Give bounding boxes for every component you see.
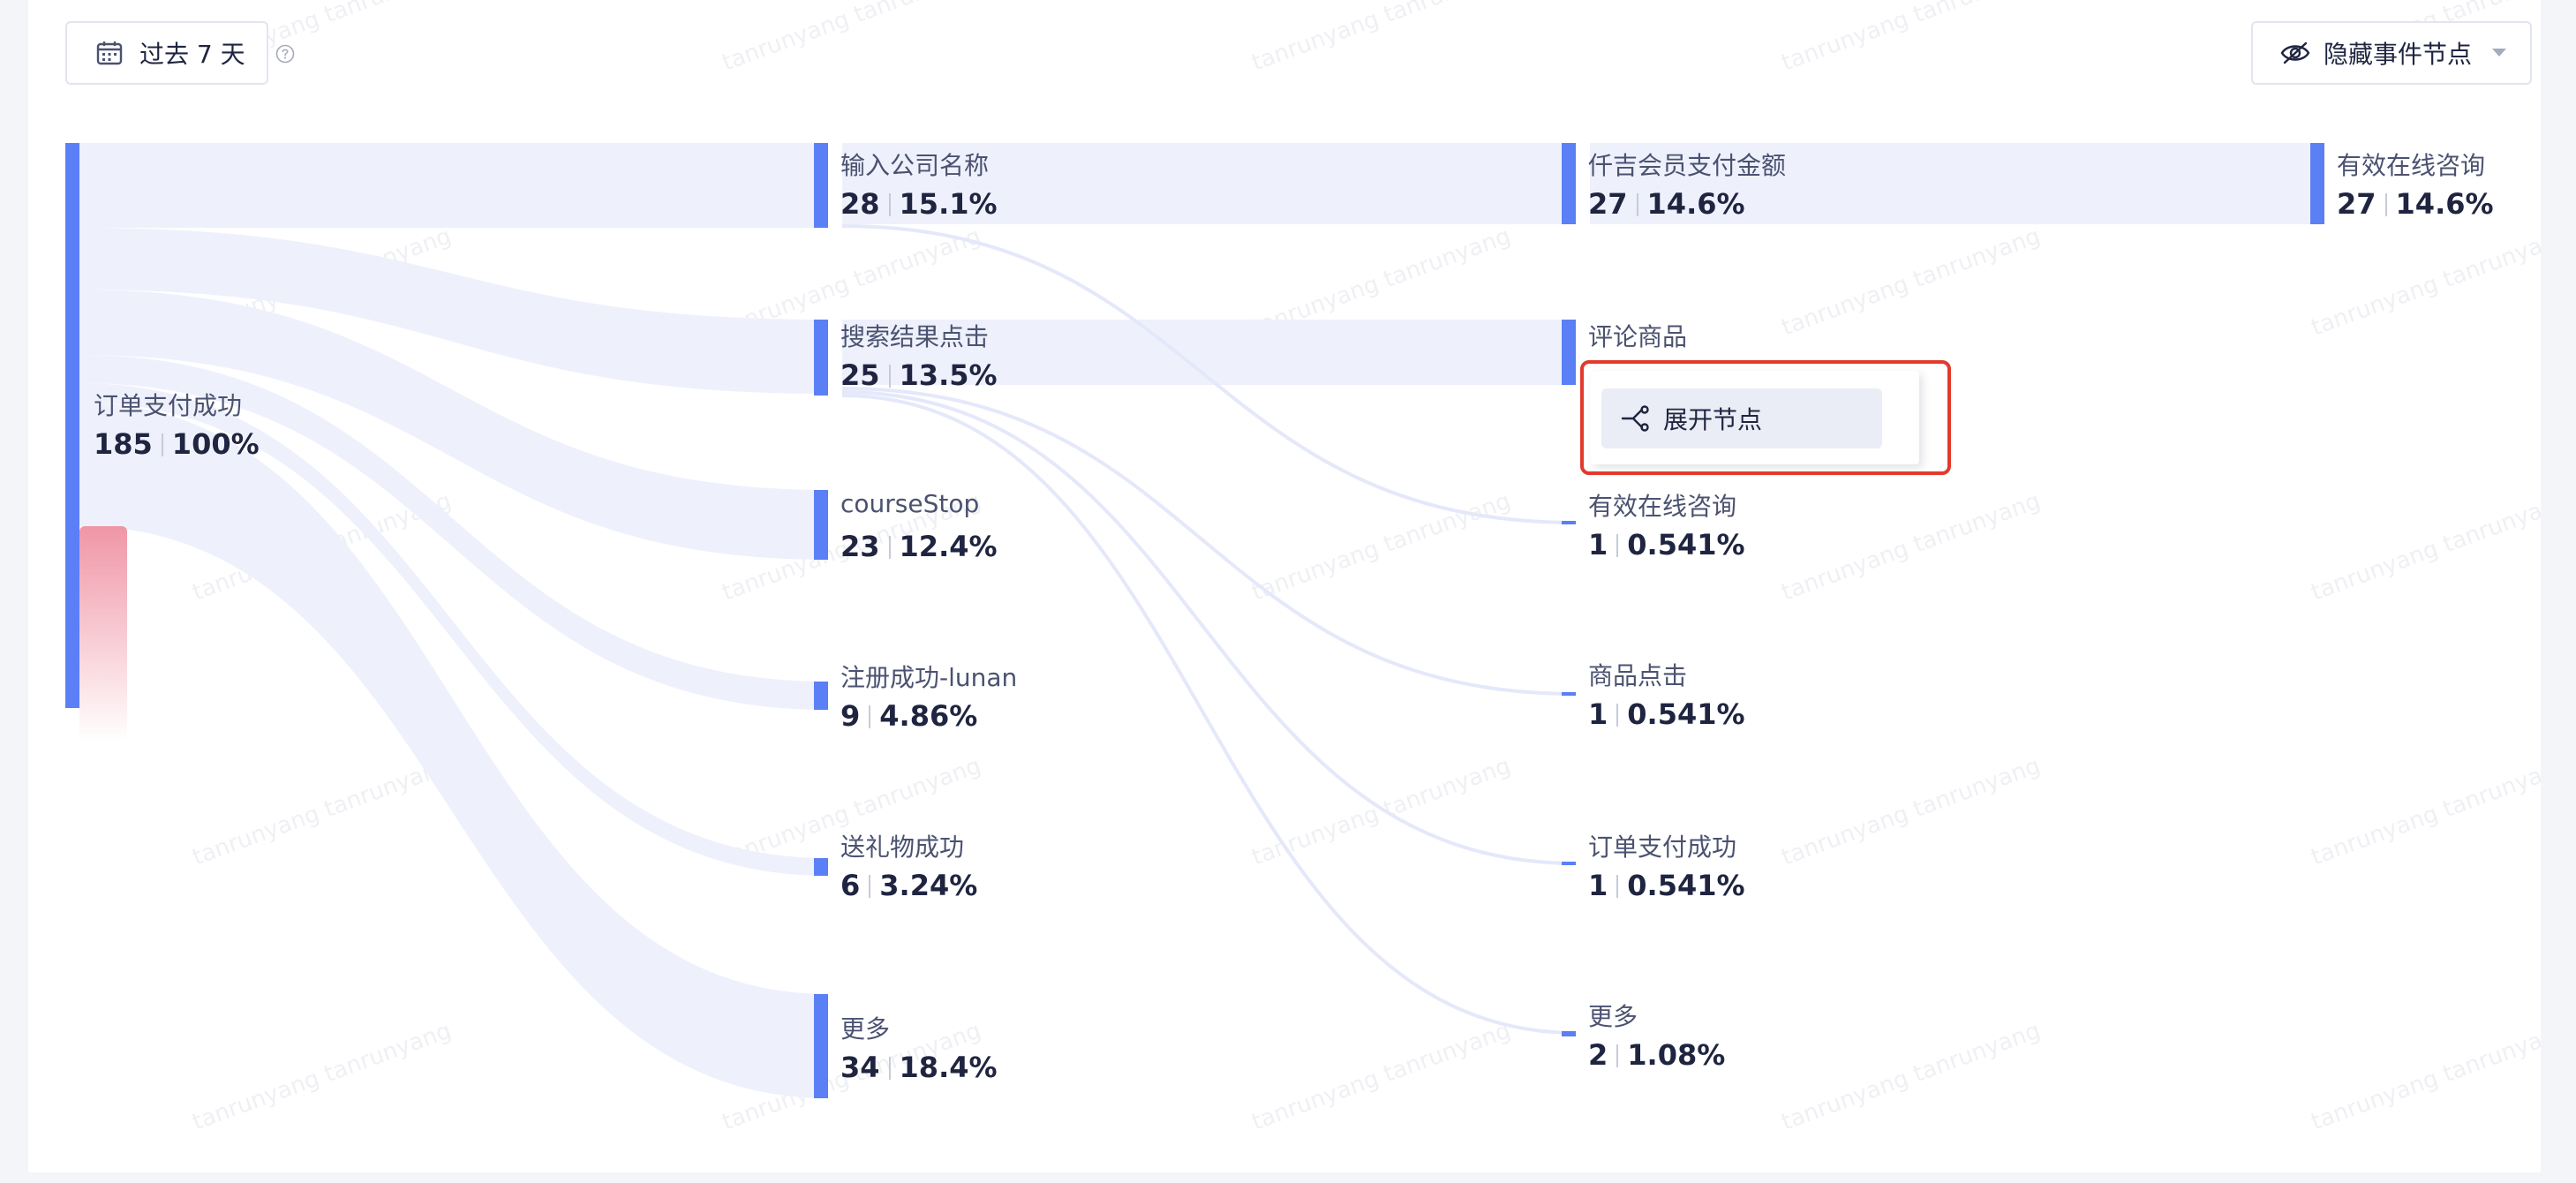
node-count: 28: [840, 187, 880, 221]
node-count: 34: [840, 1051, 880, 1084]
node-label: 搜索结果点击: [840, 322, 990, 351]
node-bar[interactable]: [814, 682, 828, 710]
flow-link[interactable]: [841, 394, 1577, 1035]
node-percent: 15.1%: [899, 187, 998, 221]
node-bar[interactable]: [1562, 692, 1576, 696]
node-stats: 185 100%: [94, 427, 260, 461]
flow-link[interactable]: [79, 403, 828, 1098]
node-percent: 13.5%: [899, 358, 998, 392]
flow-link[interactable]: [79, 383, 828, 876]
node-label: 订单支付成功: [1588, 833, 1737, 862]
hide-event-nodes-button[interactable]: 隐藏事件节点: [2251, 21, 2532, 85]
node-count: 1: [1588, 869, 1608, 902]
highlight-frame: [1580, 360, 1951, 475]
node-bar[interactable]: [2310, 143, 2324, 224]
node-count: 9: [840, 699, 861, 733]
calendar-icon: [96, 41, 123, 65]
expand-node-label: 展开节点: [1663, 405, 1763, 434]
node-percent: 12.4%: [899, 530, 998, 563]
node-stats: 2 1.08%: [1588, 1038, 1725, 1072]
node-stats: 28 15.1%: [840, 187, 998, 221]
date-range-label: 过去 7 天: [139, 40, 245, 69]
node-percent: 0.541%: [1627, 869, 1745, 902]
flow-link[interactable]: [842, 320, 1576, 385]
node-percent: 3.24%: [879, 869, 978, 902]
node-count: 27: [2337, 187, 2376, 221]
flow-link[interactable]: [842, 143, 1576, 224]
flow-link[interactable]: [79, 228, 828, 394]
node-stats: 34 18.4%: [840, 1051, 998, 1084]
node-bar[interactable]: [814, 490, 828, 560]
sankey-card: tanrunyang tanrunyang tanrunyang tanrunya…: [28, 0, 2541, 1172]
node-percent: 4.86%: [879, 699, 978, 733]
sankey-flows: [79, 143, 2324, 1098]
flow-link[interactable]: [841, 387, 1577, 696]
node-percent: 1.08%: [1627, 1038, 1726, 1072]
expand-node-button[interactable]: 展开节点: [1601, 388, 1882, 448]
node-bar[interactable]: [814, 994, 828, 1098]
node-count: 185: [94, 427, 153, 461]
node-label: courseStop: [840, 489, 980, 518]
node-percent: 100%: [171, 427, 260, 461]
node-stats: 9 4.86%: [840, 699, 977, 733]
node-stats: 6 3.24%: [840, 869, 977, 902]
node-bar[interactable]: [1562, 320, 1576, 385]
node-count: 2: [1588, 1038, 1608, 1072]
node-label: 注册成功-lunan: [840, 663, 1018, 692]
node-stats: 1 0.541%: [1588, 697, 1745, 731]
flow-link[interactable]: [79, 290, 828, 560]
flow-link[interactable]: [841, 390, 1577, 865]
node-label: 送礼物成功: [840, 833, 965, 862]
node-count: 6: [840, 869, 861, 902]
node-label: 更多: [1588, 1002, 1638, 1031]
node-label: 有效在线咨询: [1588, 492, 1737, 521]
node-label: 商品点击: [1588, 661, 1688, 690]
flow-link[interactable]: [1590, 143, 2324, 224]
node-bar[interactable]: [814, 858, 828, 876]
node-bar[interactable]: [1562, 143, 1576, 224]
node-stats: 1 0.541%: [1588, 528, 1745, 561]
node-percent: 0.541%: [1627, 697, 1745, 731]
node-label: 仟吉会员支付金额: [1588, 151, 1787, 180]
node-label: 更多: [840, 1014, 891, 1044]
node-count: 27: [1588, 187, 1628, 221]
node-stats: 25 13.5%: [840, 358, 998, 392]
help-icon[interactable]: [275, 44, 295, 64]
flow-link[interactable]: [79, 355, 828, 710]
node-percent: 0.541%: [1627, 528, 1745, 561]
chevron-down-icon: [2492, 49, 2506, 57]
branch-icon: [1621, 405, 1649, 432]
date-range-button[interactable]: 过去 7 天: [65, 21, 268, 85]
node-bar[interactable]: [814, 143, 828, 228]
node-label: 输入公司名称: [840, 151, 990, 180]
node-stats: 23 12.4%: [840, 530, 998, 563]
node-bar[interactable]: [1562, 1031, 1576, 1036]
flow-link[interactable]: [841, 224, 1577, 524]
flow-link[interactable]: [79, 143, 828, 228]
node-percent: 18.4%: [899, 1051, 998, 1084]
node-percent: 14.6%: [1646, 187, 1745, 221]
node-count: 1: [1588, 697, 1608, 731]
node-stats: 27 14.6%: [2337, 187, 2494, 221]
node-count: 23: [840, 530, 880, 563]
node-count: 1: [1588, 528, 1608, 561]
node-stats: 27 14.6%: [1588, 187, 1745, 221]
node-label: 评论商品: [1588, 322, 1688, 351]
node-bar[interactable]: [65, 143, 79, 708]
node-stats: 1 0.541%: [1588, 869, 1745, 902]
node-count: 25: [840, 358, 880, 392]
node-bar[interactable]: [814, 320, 828, 396]
node-label: 有效在线咨询: [2337, 151, 2486, 180]
node-bar[interactable]: [1562, 862, 1576, 865]
hide-event-nodes-label: 隐藏事件节点: [2324, 40, 2473, 69]
node-percent: 14.6%: [2395, 187, 2494, 221]
loss-flow: [79, 526, 127, 742]
eye-off-icon: [2280, 41, 2310, 64]
node-label: 订单支付成功: [94, 391, 243, 420]
node-bar[interactable]: [1562, 521, 1576, 524]
